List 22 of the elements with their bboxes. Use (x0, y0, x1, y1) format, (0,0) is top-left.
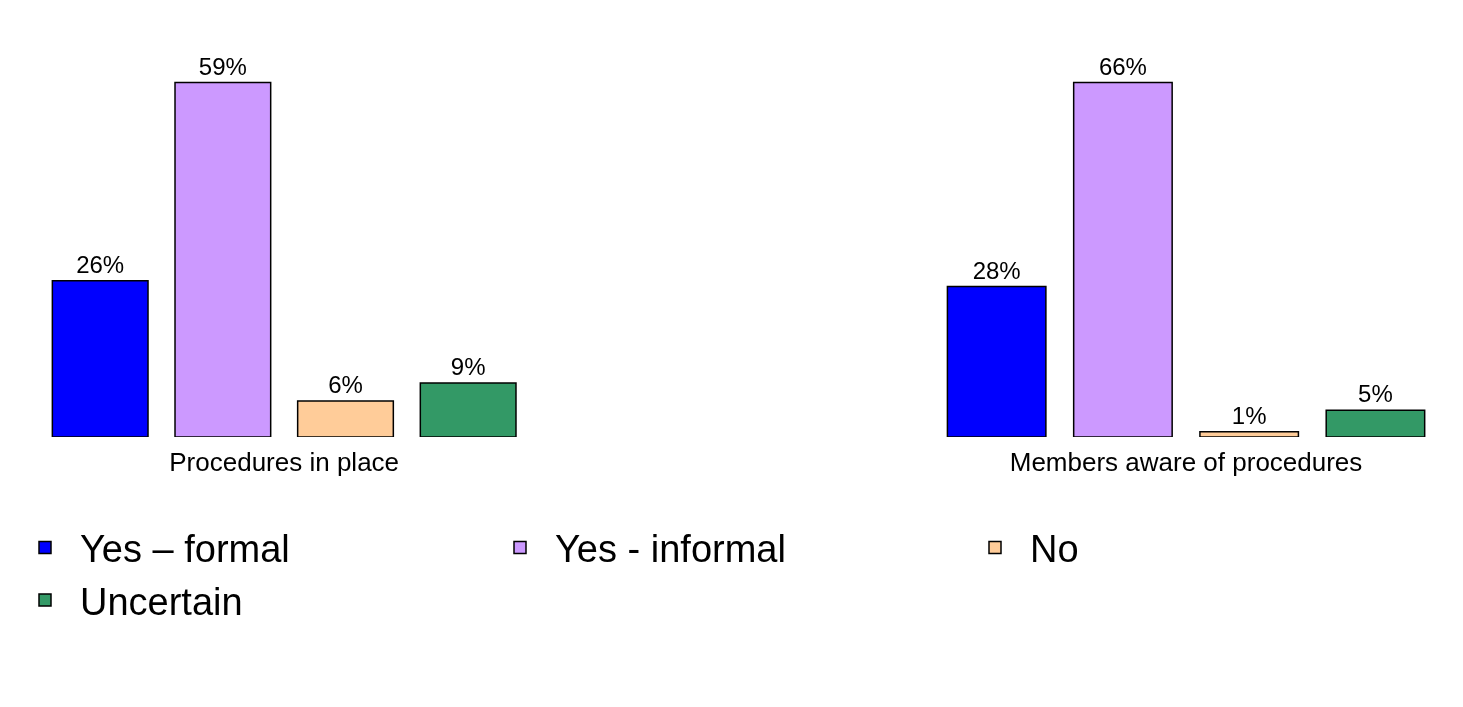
legend-label: No (1030, 528, 1079, 571)
legend-label: Yes – formal (80, 528, 290, 571)
x-axis-title: Procedures in place (169, 446, 400, 477)
bar (1199, 430, 1300, 437)
data-label: 5% (1358, 380, 1393, 408)
bar (1325, 409, 1426, 437)
bar (174, 81, 272, 437)
data-label: 6% (328, 370, 363, 398)
bar (51, 280, 149, 437)
data-label: 59% (198, 52, 247, 80)
data-label: 9% (450, 352, 486, 380)
data-label: 26% (76, 250, 125, 278)
bar (946, 285, 1047, 437)
x-axis-title: Members aware of procedures (1009, 446, 1363, 477)
bar (1072, 81, 1173, 437)
bar (296, 400, 395, 437)
data-label: 28% (972, 256, 1021, 284)
data-label: 66% (1098, 52, 1147, 80)
legend-label: Yes - informal (555, 528, 786, 571)
data-label: 1% (1231, 401, 1267, 429)
legend-label: Uncertain (80, 580, 243, 623)
bar (419, 382, 517, 437)
